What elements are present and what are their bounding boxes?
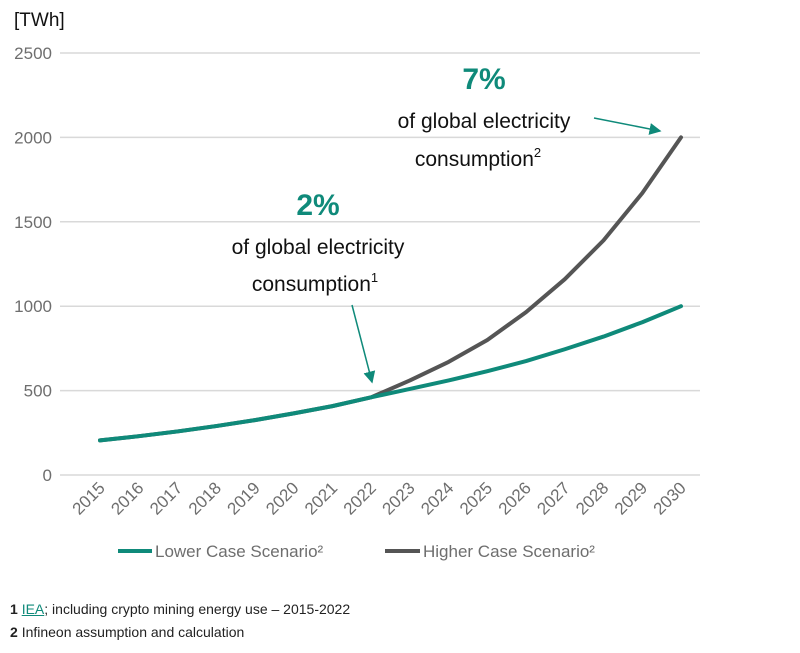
annotation-2-percent: 2% — [296, 189, 339, 222]
footnote-2: 2 Infineon assumption and calculation — [10, 624, 244, 640]
y-axis-unit: [TWh] — [14, 10, 65, 31]
x-tick-label: 2027 — [533, 478, 573, 518]
annotation-7-line1: of global electricity — [398, 110, 571, 133]
annotation-7-line2: consumption2 — [415, 145, 541, 171]
x-tick-label: 2028 — [572, 478, 612, 518]
footnote-2-text: Infineon assumption and calculation — [21, 624, 245, 640]
y-tick-label: 1500 — [14, 213, 52, 232]
annotation-2-line1: of global electricity — [232, 236, 405, 259]
footnote-1-number: 1 — [10, 601, 18, 617]
x-tick-label: 2020 — [262, 478, 302, 518]
annotation-7-percent: 7% — [462, 63, 505, 96]
x-tick-label: 2015 — [69, 478, 109, 518]
iea-link[interactable]: IEA — [21, 601, 45, 617]
y-tick-label: 1000 — [14, 297, 52, 316]
x-tick-label: 2023 — [379, 478, 419, 518]
x-tick-label: 2021 — [301, 478, 341, 518]
x-tick-label: 2022 — [340, 478, 380, 518]
annotation-2-line2: consumption1 — [252, 270, 378, 296]
annotation-7-sup: 2 — [534, 145, 541, 160]
x-tick-label: 2018 — [185, 478, 225, 518]
x-tick-label: 2016 — [107, 478, 147, 518]
x-tick-label: 2030 — [650, 478, 690, 518]
annotation-2-arrow — [351, 304, 376, 384]
x-tick-label: 2026 — [495, 478, 535, 518]
x-tick-label: 2024 — [417, 478, 457, 518]
legend-label-higher: Higher Case Scenario² — [423, 542, 595, 561]
x-tick-label: 2019 — [224, 478, 264, 518]
x-tick-label: 2029 — [611, 478, 651, 518]
footnote-2-number: 2 — [10, 624, 18, 640]
legend-label-lower: Lower Case Scenario² — [155, 542, 324, 561]
footnote-1: 1 IEA; including crypto mining energy us… — [10, 601, 350, 617]
x-tick-label: 2025 — [456, 478, 496, 518]
y-tick-label: 2000 — [14, 128, 52, 147]
series-line-lower — [98, 304, 683, 443]
y-tick-label: 500 — [24, 382, 52, 401]
y-tick-label: 2500 — [14, 44, 52, 63]
y-tick-label: 0 — [43, 466, 52, 485]
footnote-1-text: ; including crypto mining energy use – 2… — [44, 601, 351, 617]
annotation-7-arrow — [593, 117, 662, 135]
annotation-2-sup: 1 — [371, 270, 378, 285]
x-tick-label: 2017 — [146, 478, 186, 518]
